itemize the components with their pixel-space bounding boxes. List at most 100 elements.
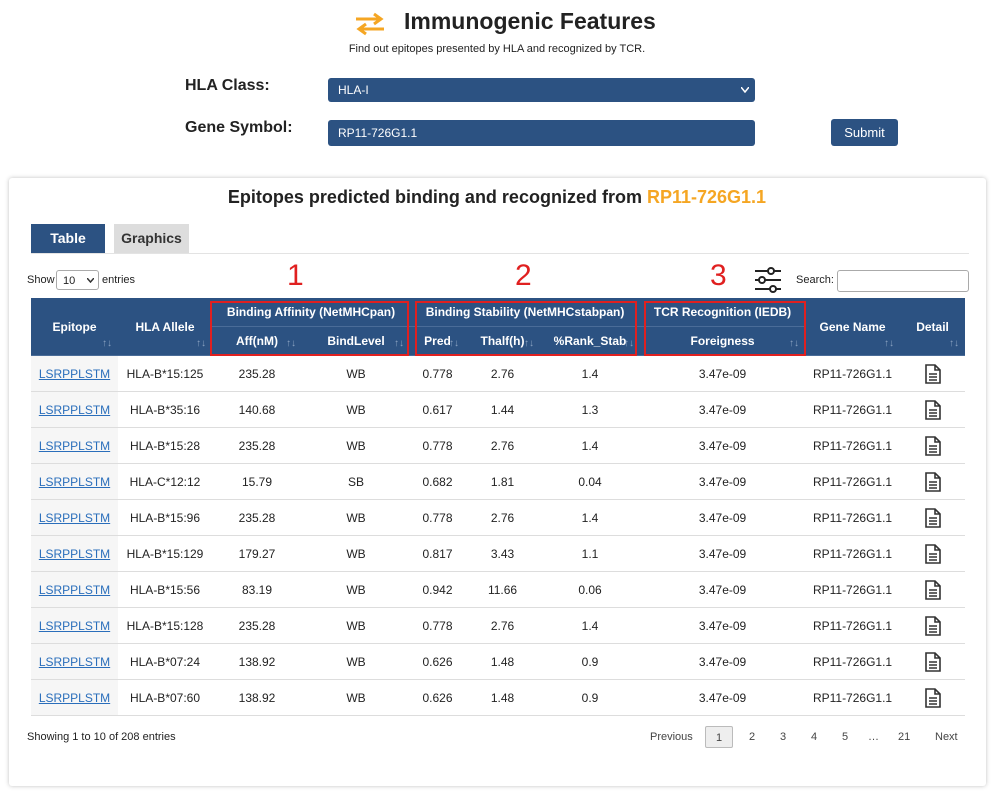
page-button[interactable]: 3 <box>780 731 787 743</box>
page-button[interactable]: 4 <box>811 731 818 743</box>
epitope-table: Epitope HLA Allele Binding Affinity (Net… <box>31 298 966 716</box>
detail-icon[interactable] <box>924 579 941 600</box>
epitope-link[interactable]: LSRPPLSTM <box>38 510 111 525</box>
table-row: LSRPPLSTM HLA-B*35:16 140.68 WB 0.617 1.44 1.3… <box>31 391 966 428</box>
rank-stab-cell: 1.4 <box>540 427 641 464</box>
annotation-number: 3 <box>710 259 727 292</box>
page-button[interactable]: 5 <box>842 731 849 743</box>
epitope-link[interactable]: LSRPPLSTM <box>38 690 111 705</box>
detail-icon[interactable] <box>924 363 941 384</box>
detail-cell <box>900 571 966 608</box>
affinity-cell: 235.28 <box>212 499 302 536</box>
highlight-box <box>644 301 806 356</box>
thalf-cell: 1.48 <box>465 679 541 716</box>
detail-icon[interactable] <box>924 687 941 708</box>
epitope-link[interactable]: LSRPPLSTM <box>38 366 111 381</box>
cell: LSRPPLSTM <box>31 679 118 716</box>
detail-cell <box>900 427 966 464</box>
thalf-cell: 11.66 <box>465 571 541 608</box>
search-input[interactable] <box>837 270 969 292</box>
cell: LSRPPLSTM <box>31 571 118 608</box>
epitope-link[interactable]: LSRPPLSTM <box>38 474 111 489</box>
gene-name-cell: RP11-726G1.1 <box>805 427 901 464</box>
thalf-cell: 2.76 <box>465 427 541 464</box>
col-header[interactable]: Detail <box>900 298 966 356</box>
pred-cell: 0.626 <box>410 679 466 716</box>
gene-name-cell: RP11-726G1.1 <box>805 571 901 608</box>
dropdown-arrow <box>741 87 749 93</box>
col-header[interactable]: Foreigness <box>640 326 806 356</box>
epitope-link[interactable]: LSRPPLSTM <box>38 402 111 417</box>
epitope-link[interactable]: LSRPPLSTM <box>38 654 111 669</box>
gene-value: RP11-726G1.1 <box>338 126 418 140</box>
epitope-link[interactable]: LSRPPLSTM <box>38 582 111 597</box>
col-header[interactable]: BindLevel <box>302 326 411 356</box>
submit-button[interactable]: Submit <box>831 119 898 146</box>
thalf-cell: 2.76 <box>465 499 541 536</box>
bind-level-cell: WB <box>302 679 411 716</box>
bind-level-cell: WB <box>302 571 411 608</box>
page-button[interactable]: … <box>868 731 879 743</box>
foreignness-cell: 3.47e-09 <box>640 499 806 536</box>
page-title: Immunogenic Features <box>404 8 656 34</box>
rank-stab-cell: 1.1 <box>540 535 641 572</box>
table-row: LSRPPLSTM HLA-B*15:96 235.28 WB 0.778 2.76 1.4… <box>31 499 966 536</box>
hla-allele-cell: HLA-B*15:96 <box>118 499 212 536</box>
page-button[interactable]: 2 <box>749 731 756 743</box>
detail-cell <box>900 607 966 644</box>
hla-allele-cell: HLA-B*15:56 <box>118 571 212 608</box>
cell: LSRPPLSTM <box>31 607 118 644</box>
col-header[interactable]: Epitope <box>31 298 118 356</box>
col-header[interactable]: Gene Name <box>805 298 901 356</box>
hla-select[interactable]: HLA-I <box>328 78 755 102</box>
affinity-cell: 15.79 <box>212 463 302 500</box>
gene-name-cell: RP11-726G1.1 <box>805 535 901 572</box>
gene-name-cell: RP11-726G1.1 <box>805 463 901 500</box>
table-row: LSRPPLSTM HLA-B*15:128 235.28 WB 0.778 2.76 1.… <box>31 607 966 644</box>
hla-allele-cell: HLA-B*07:60 <box>118 679 212 716</box>
detail-icon[interactable] <box>924 615 941 636</box>
hla-value: HLA-I <box>338 83 369 97</box>
foreignness-cell: 3.47e-09 <box>640 535 806 572</box>
pred-cell: 0.778 <box>410 499 466 536</box>
gene-name-cell: RP11-726G1.1 <box>805 391 901 428</box>
detail-icon[interactable] <box>924 651 941 672</box>
col-header[interactable]: Thalf(h) <box>465 326 541 356</box>
search-label: Search: <box>796 274 834 286</box>
epitope-link[interactable]: LSRPPLSTM <box>38 438 111 453</box>
page-button[interactable]: Previous <box>650 731 693 743</box>
table-row: LSRPPLSTM HLA-C*12:12 15.79 SB 0.682 1.81 0.04… <box>31 463 966 500</box>
detail-icon[interactable] <box>924 399 941 420</box>
page-button[interactable]: Next <box>935 731 958 743</box>
hla-allele-cell: HLA-B*35:16 <box>118 391 212 428</box>
entries-value: 10 <box>63 275 76 287</box>
cell: LSRPPLSTM <box>31 391 118 428</box>
gene-name-cell: RP11-726G1.1 <box>805 679 901 716</box>
tab-graphics[interactable]: Graphics <box>114 224 189 253</box>
epitope-link[interactable]: LSRPPLSTM <box>38 546 111 561</box>
pred-cell: 0.817 <box>410 535 466 572</box>
epitope-link[interactable]: LSRPPLSTM <box>38 618 111 633</box>
affinity-cell: 140.68 <box>212 391 302 428</box>
rank-stab-cell: 0.9 <box>540 643 641 680</box>
hla-label: HLA Class: <box>185 77 270 94</box>
detail-icon[interactable] <box>924 435 941 456</box>
detail-cell <box>900 499 966 536</box>
filter-icon[interactable] <box>754 267 782 293</box>
detail-icon[interactable] <box>924 543 941 564</box>
bind-level-cell: WB <box>302 427 411 464</box>
page-button[interactable]: 21 <box>898 731 911 743</box>
rank-stab-cell: 1.4 <box>540 355 641 392</box>
bind-level-cell: WB <box>302 391 411 428</box>
thalf-cell: 1.81 <box>465 463 541 500</box>
col-header[interactable]: HLA Allele <box>118 298 212 356</box>
detail-icon[interactable] <box>924 471 941 492</box>
entries-select[interactable]: 10 <box>56 270 99 290</box>
tab-table[interactable]: Table <box>31 224 105 253</box>
cell: LSRPPLSTM <box>31 535 118 572</box>
col-header[interactable]: %Rank_Stab <box>540 326 641 356</box>
table-row: LSRPPLSTM HLA-B*15:129 179.27 WB 0.817 3.43 1.… <box>31 535 966 572</box>
gene-input[interactable]: RP11-726G1.1 <box>328 120 755 146</box>
page-button[interactable]: 1 <box>705 726 733 748</box>
detail-icon[interactable] <box>924 507 941 528</box>
